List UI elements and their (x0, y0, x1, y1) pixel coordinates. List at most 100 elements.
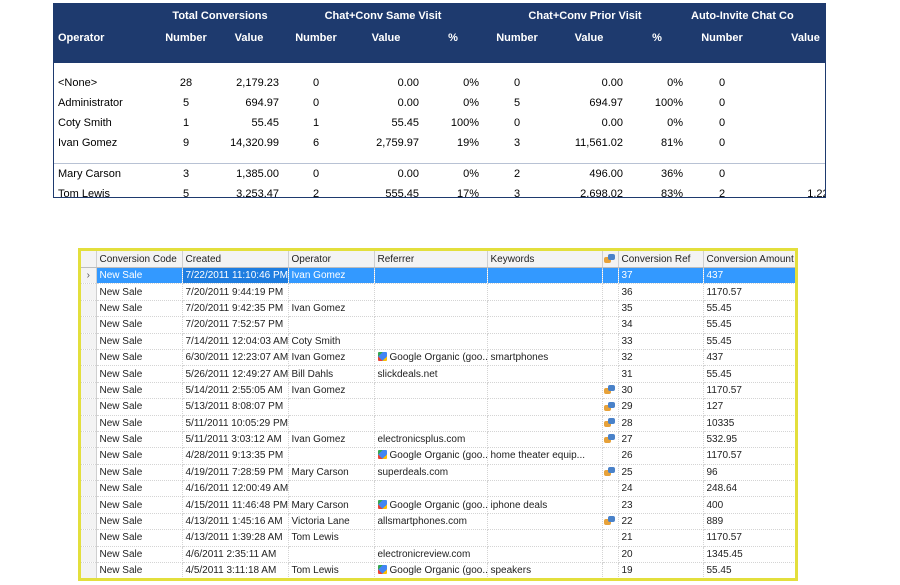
table-row[interactable]: New Sale 5/14/2011 2:55:05 AM Ivan Gomez 30… (81, 382, 795, 400)
row-selector[interactable] (81, 283, 97, 301)
table-row[interactable]: New Sale 7/20/2011 7:52:57 PM 34 55.45 (81, 316, 795, 334)
chat-cell (602, 464, 619, 482)
column-header-conversion-code[interactable]: Conversion Code (96, 251, 183, 268)
table-row[interactable]: › New Sale 7/22/2011 11:10:46 PM Ivan Gomez… (81, 267, 795, 285)
table-row[interactable]: New Sale 5/13/2011 8:08:07 PM 29 127 (81, 398, 795, 416)
row-selector[interactable] (81, 447, 97, 465)
row-selector[interactable] (81, 365, 97, 383)
group-header-total-conversions: Total Conversions (157, 4, 283, 28)
referrer-text: Google Organic (goo... (389, 499, 487, 511)
table-row[interactable]: New Sale 4/5/2011 3:11:18 AM Tom Lewis Goog… (81, 562, 795, 578)
column-header-keywords[interactable]: Keywords (487, 251, 603, 268)
column-header-chat[interactable] (602, 251, 619, 268)
operator-group-spacer (54, 4, 157, 28)
keywords-cell (487, 316, 603, 334)
referrer-cell: Google Organic (goo... (374, 562, 488, 578)
column-header-created[interactable]: Created (182, 251, 289, 268)
value-cell: 0.00 (397, 77, 419, 89)
chat-icon (604, 253, 616, 264)
referrer-text: electronicreview.com (377, 548, 471, 560)
table-row[interactable]: New Sale 5/11/2011 10:05:29 PM 28 10335 (81, 415, 795, 432)
column-header-conversion-amount[interactable]: Conversion Amount (703, 251, 795, 268)
table-row[interactable]: New Sale 4/16/2011 12:00:49 AM 24 248.64 (81, 480, 795, 498)
row-selector[interactable] (81, 382, 97, 400)
number-cell: 2 (483, 162, 551, 184)
chat-cell (602, 529, 619, 547)
conversion-amount-cell: 532.95 (703, 431, 795, 449)
keywords-cell: smartphones (487, 349, 603, 367)
keywords-cell (487, 546, 603, 564)
keywords-cell (487, 333, 603, 350)
table-row[interactable]: New Sale 4/19/2011 7:28:59 PM Mary Carson s… (81, 464, 795, 482)
created-cell: 4/16/2011 12:00:49 AM (182, 480, 289, 498)
table-row[interactable]: New Sale 4/13/2011 1:45:16 AM Victoria Lan… (81, 513, 795, 531)
conversion-code-cell: New Sale (96, 447, 183, 465)
row-selector-header (81, 251, 97, 268)
conversion-code-cell: New Sale (96, 283, 183, 301)
column-header-conversion-ref[interactable]: Conversion Ref (618, 251, 704, 268)
google-icon (377, 450, 387, 460)
row-selector[interactable] (81, 349, 97, 367)
operator-name: <None> (58, 77, 98, 89)
row-selector[interactable] (81, 546, 97, 564)
column-header-operator[interactable]: Operator (288, 251, 375, 268)
row-selector[interactable] (81, 300, 97, 318)
table-row[interactable]: New Sale 4/13/2011 1:39:28 AM Tom Lewis 21 1… (81, 529, 795, 547)
created-cell: 4/13/2011 1:45:16 AM (182, 513, 289, 531)
referrer-cell (374, 382, 488, 400)
table-row[interactable]: New Sale 4/28/2011 9:13:35 PM Google Organ… (81, 447, 795, 465)
row-selector[interactable] (81, 431, 97, 449)
row-selector[interactable]: › (81, 267, 97, 285)
row-selector[interactable] (81, 513, 97, 531)
operator-name: Mary Carson (54, 162, 157, 184)
conversions-grid[interactable]: Conversion Code Created Operator Referrer Ke… (78, 248, 798, 581)
row-selector[interactable] (81, 415, 97, 432)
number-cell: 5 (182, 187, 190, 198)
keywords-cell: iphone deals (487, 496, 603, 514)
table-row[interactable]: New Sale 6/30/2011 12:23:07 AM Ivan Gomez G… (81, 349, 795, 367)
row-selector[interactable] (81, 480, 97, 498)
sub-header-percent-4: % (423, 28, 483, 48)
referrer-cell (374, 415, 488, 432)
table-row[interactable]: New Sale 4/6/2011 2:35:11 AM electronicrev… (81, 546, 795, 564)
chat-cell (602, 333, 619, 350)
row-selector[interactable] (81, 464, 97, 482)
conversion-ref-cell: 22 (618, 513, 704, 531)
column-header-referrer[interactable]: Referrer (374, 251, 488, 268)
chat-icon (604, 418, 616, 428)
referrer-text: superdeals.com (377, 466, 449, 478)
row-selector[interactable] (81, 398, 97, 416)
number-cell: 0 (718, 97, 726, 109)
created-cell: 7/20/2011 9:44:19 PM (182, 283, 289, 301)
row-selector[interactable] (81, 333, 97, 350)
conversion-ref-cell: 30 (618, 382, 704, 400)
group-header-prior-visit: Chat+Conv Prior Visit (483, 4, 688, 28)
value-cell: 496.00 (551, 162, 627, 184)
table-row[interactable]: New Sale 4/15/2011 11:46:48 PM Mary Carson… (81, 496, 795, 514)
value-cell: 0.00 (757, 113, 825, 133)
conversion-ref-cell: 32 (618, 349, 704, 367)
referrer-cell (374, 529, 488, 547)
row-selector[interactable] (81, 316, 97, 334)
table-row[interactable]: New Sale 7/20/2011 9:42:35 PM Ivan Gomez 35… (81, 300, 795, 318)
row-selector[interactable] (81, 529, 97, 547)
chat-icon (604, 385, 616, 395)
number-cell: 9 (157, 133, 215, 164)
row-selector[interactable] (81, 562, 97, 578)
table-row[interactable]: New Sale 7/20/2011 9:44:19 PM 36 1170.57 (81, 283, 795, 301)
referrer-text: Google Organic (goo... (389, 450, 487, 462)
value-cell: 0.00 (601, 117, 623, 129)
operator-cell: Victoria Lane (288, 513, 375, 531)
referrer-cell (374, 267, 488, 285)
conversion-amount-cell: 889 (703, 513, 795, 531)
table-row[interactable]: New Sale 5/26/2011 12:49:27 AM Bill Dahls s… (81, 365, 795, 383)
conversion-amount-cell: 1170.57 (703, 283, 795, 301)
row-selector[interactable] (81, 496, 97, 514)
keywords-cell (487, 283, 603, 301)
header-bottom-band (54, 48, 825, 63)
table-row[interactable]: New Sale 7/14/2011 12:04:03 AM Coty Smith 3… (81, 333, 795, 350)
operator-cell (288, 447, 375, 465)
table-row[interactable]: New Sale 5/11/2011 3:03:12 AM Ivan Gomez el… (81, 431, 795, 449)
conversion-code-cell: New Sale (96, 562, 183, 578)
conversion-ref-cell: 34 (618, 316, 704, 334)
